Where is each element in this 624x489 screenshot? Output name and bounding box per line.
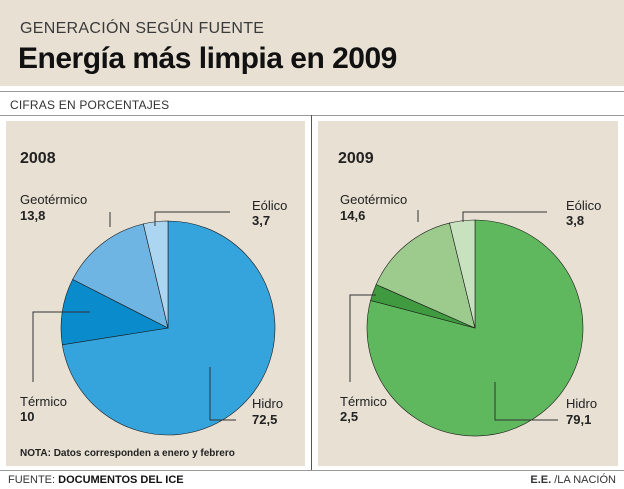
value-termico-2008: 10 <box>20 409 34 424</box>
note-2008: NOTA: Datos corresponden a enero y febre… <box>20 448 235 459</box>
credit-initials: E.E. <box>530 474 552 486</box>
pie-slice-geotermico-2008 <box>72 223 169 329</box>
value-eolico-2008: 3,7 <box>252 213 270 228</box>
value-hidro-2009: 79,1 <box>566 412 591 427</box>
leader-eolico-2008 <box>154 211 230 226</box>
footer-rule <box>0 470 624 471</box>
source-label: FUENTE: <box>8 474 56 486</box>
source-name: DOCUMENTOS DEL ICE <box>58 474 184 486</box>
value-hidro-2008: 72,5 <box>252 412 277 427</box>
label-eolico-2008: Eólico <box>252 198 287 213</box>
label-geotermico-2008: Geotérmico <box>20 192 87 207</box>
chart-title-2009: 2009 <box>338 150 374 167</box>
pie-slice-eolico-2008 <box>142 220 169 329</box>
label-hidro-2008: Hidro <box>252 396 283 411</box>
label-termico-2009: Térmico <box>340 394 387 409</box>
header-rule <box>0 91 624 92</box>
page-title: Energía más limpia en 2009 <box>18 42 397 75</box>
kicker: GENERACIÓN SEGÚN FUENTE <box>20 20 265 37</box>
leader-hidro-2009 <box>494 382 558 421</box>
label-eolico-2009: Eólico <box>566 198 601 213</box>
pie-2009 <box>366 219 584 437</box>
pie-2008 <box>60 220 276 436</box>
leader-termico-2008 <box>32 311 90 382</box>
value-termico-2009: 2,5 <box>340 409 358 424</box>
leader-eolico-2009 <box>462 211 547 222</box>
pie-slice-hidro-2008 <box>61 220 276 436</box>
value-geotermico-2008: 13,8 <box>20 208 45 223</box>
credit-outlet: /LA NACIÓN <box>554 474 616 486</box>
label-geotermico-2009: Geotérmico <box>340 192 407 207</box>
panel-separator <box>311 115 312 471</box>
header-band: GENERACIÓN SEGÚN FUENTE Energía más limp… <box>0 0 624 86</box>
unit-rule <box>0 115 624 116</box>
credit-line: E.E. /LA NACIÓN <box>530 474 616 486</box>
pie-slice-eolico-2009 <box>449 219 476 329</box>
label-termico-2008: Térmico <box>20 394 67 409</box>
unit-label: CIFRAS EN PORCENTAJES <box>10 98 170 112</box>
source-line: FUENTE: DOCUMENTOS DEL ICE <box>8 474 184 486</box>
value-geotermico-2009: 14,6 <box>340 208 365 223</box>
value-eolico-2009: 3,8 <box>566 213 584 228</box>
leader-termico-2009 <box>349 294 376 382</box>
chart-title-2008: 2008 <box>20 150 56 167</box>
pie-slice-geotermico-2009 <box>375 222 476 329</box>
label-hidro-2009: Hidro <box>566 396 597 411</box>
leader-hidro-2008 <box>209 367 236 421</box>
